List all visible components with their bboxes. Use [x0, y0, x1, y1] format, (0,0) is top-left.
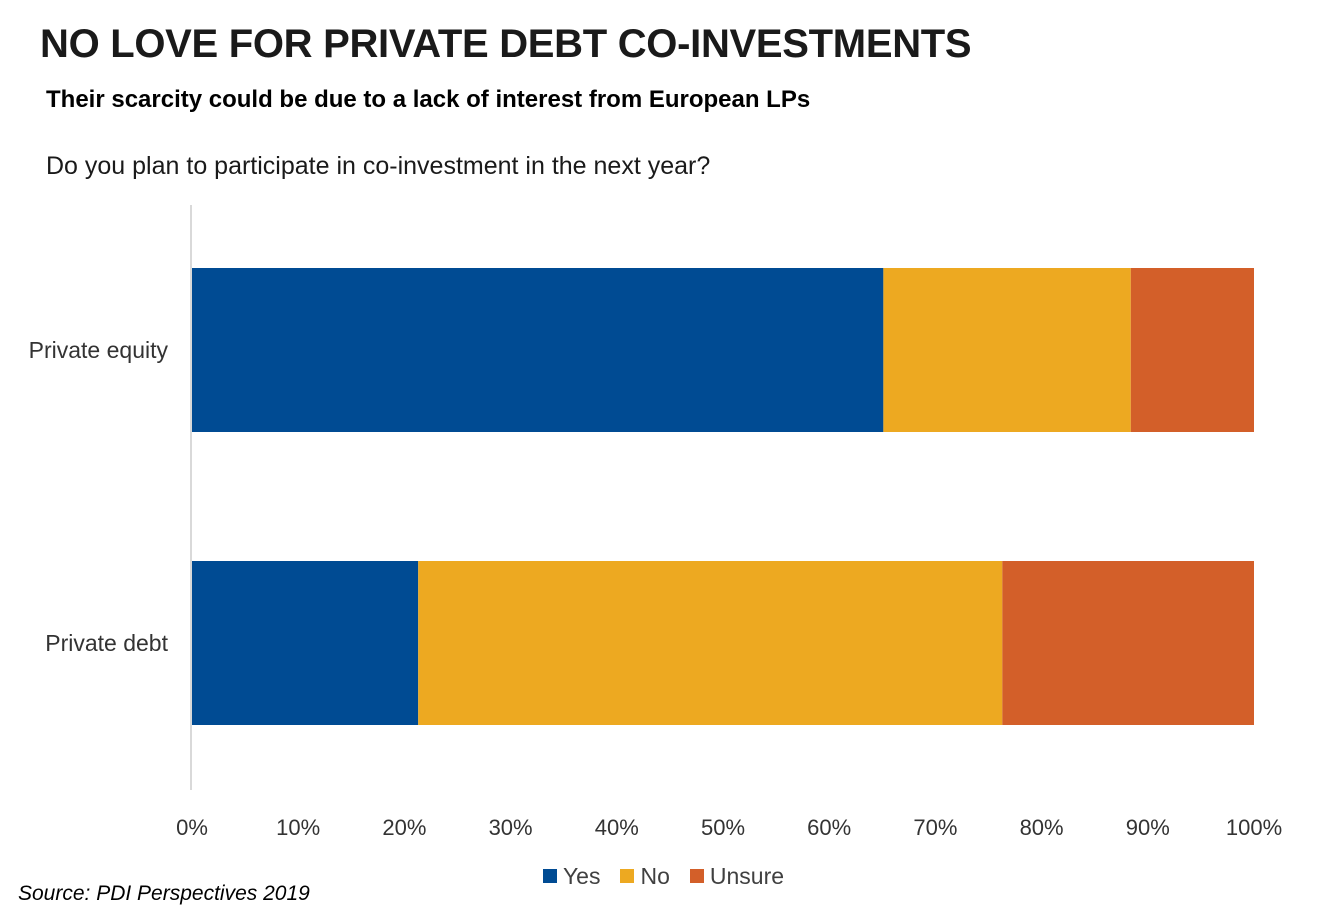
x-tick-label: 90%	[1126, 815, 1170, 840]
bar-yes-private-debt	[192, 561, 419, 725]
legend-swatch	[620, 869, 635, 883]
legend-item-yes: Yes	[542, 862, 601, 890]
source-note: Source: PDI Perspectives 2019	[18, 882, 310, 905]
bar-yes-private-equity	[192, 268, 884, 432]
legend-swatch	[542, 869, 557, 883]
x-tick-label: 80%	[1020, 815, 1064, 840]
x-tick-label: 30%	[489, 815, 533, 840]
bar-unsure-private-debt	[1002, 561, 1254, 725]
x-tick-label: 60%	[807, 815, 851, 840]
legend-item-no: No	[620, 862, 670, 890]
legend-swatch	[689, 869, 704, 883]
chart-title: NO LOVE FOR PRIVATE DEBT CO-INVESTMENTS	[40, 22, 972, 66]
chart-legend: Yes No Unsure	[0, 862, 1327, 890]
legend-label: Yes	[562, 862, 601, 889]
legend-item-unsure: Unsure	[689, 862, 785, 890]
stacked-bar-chart: Private equity Private debt 0% 10% 20% 30% 40%…	[29, 205, 1282, 840]
x-tick-label: 0%	[176, 815, 208, 840]
x-tick-label: 70%	[913, 815, 957, 840]
legend-label: Unsure	[709, 862, 785, 889]
legend-label: No	[640, 862, 670, 889]
x-tick-label: 40%	[595, 815, 639, 840]
bar-unsure-private-equity	[1130, 268, 1254, 432]
category-label: Private debt	[45, 630, 168, 656]
x-tick-label: 100%	[1226, 815, 1282, 840]
bar-no-private-equity	[883, 268, 1131, 432]
x-tick-label: 50%	[701, 815, 745, 840]
category-label: Private equity	[29, 337, 169, 363]
x-tick-label: 10%	[276, 815, 320, 840]
bar-no-private-debt	[418, 561, 1003, 725]
x-tick-label: 20%	[382, 815, 426, 840]
survey-question: Do you plan to participate in co-investm…	[46, 152, 711, 180]
chart-subtitle: Their scarcity could be due to a lack of…	[46, 86, 811, 113]
